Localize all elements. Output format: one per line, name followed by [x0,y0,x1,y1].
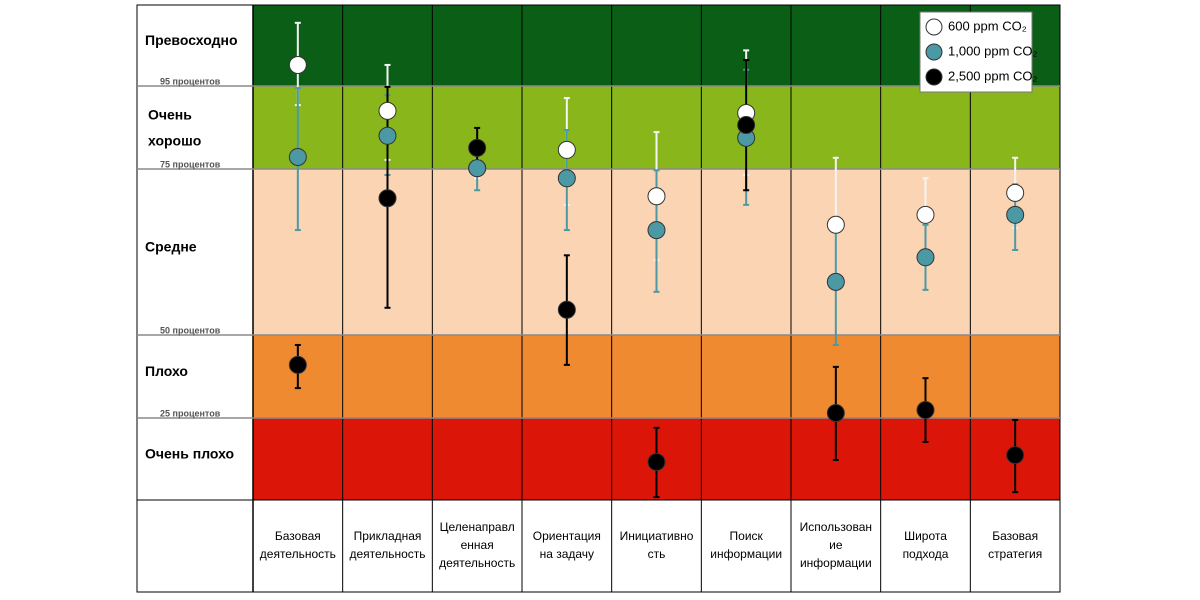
legend-label: 600 ppm CO₂ [948,18,1027,33]
legend-marker [925,18,943,36]
point [1006,205,1025,224]
y-tick-label: 50 процентов [160,325,221,335]
point [916,248,935,267]
x-tick-label: сть [648,547,666,561]
x-tick-label: Инициативно [620,529,694,543]
point [378,101,397,120]
x-tick-label: подхода [903,547,949,561]
point [468,159,487,178]
x-tick-label: деятельность [349,547,425,561]
x-tick-label: Прикладная [354,529,422,543]
point [737,116,756,135]
x-tick-label: информации [710,547,782,561]
point [288,147,307,166]
x-tick-label: деятельность [439,556,515,570]
point [916,401,935,420]
point [557,169,576,188]
point [557,140,576,159]
point [288,55,307,74]
band-label-line: хорошо [148,132,201,148]
x-tick-label: Базовая [992,529,1038,543]
point [378,126,397,145]
legend-marker [925,68,943,86]
band [253,335,1060,418]
point [826,404,845,423]
x-tick-label: деятельность [260,547,336,561]
x-tick-label: енная [461,538,494,552]
x-tick-label: Ориентация [533,529,601,543]
point [647,221,666,240]
point [647,187,666,206]
point [826,215,845,234]
band-label: Очень плохо [145,446,234,462]
x-tick-label: Поиск [730,529,764,543]
point [468,138,487,157]
point [826,272,845,291]
y-tick-label: 25 процентов [160,408,221,418]
point [1006,183,1025,202]
x-tick-label: информации [800,556,872,570]
point [647,452,666,471]
legend-label: 1,000 ppm CO₂ [948,43,1038,58]
band-label: Плохо [145,363,188,379]
point [288,355,307,374]
point [378,189,397,208]
band-label: Очень хорошо [148,106,201,148]
x-tick-label: ие [829,538,843,552]
band-label: Превосходно [145,32,238,48]
x-tick-label: Базовая [275,529,321,543]
legend-label: 2,500 ppm CO₂ [948,68,1038,83]
y-tick-label: 95 процентов [160,76,221,86]
point [916,205,935,224]
band-label-line: Очень [148,106,192,122]
x-tick-label: на задачу [540,547,594,561]
x-tick-label: Использован [800,520,872,534]
band-label: Средне [145,239,197,255]
point [1006,446,1025,465]
point [557,300,576,319]
x-tick-label: Целенаправл [440,520,515,534]
y-tick-label: 75 процентов [160,159,221,169]
x-tick-label: Широта [904,529,947,543]
x-tick-label: стратегия [988,547,1042,561]
legend-marker [925,43,943,61]
